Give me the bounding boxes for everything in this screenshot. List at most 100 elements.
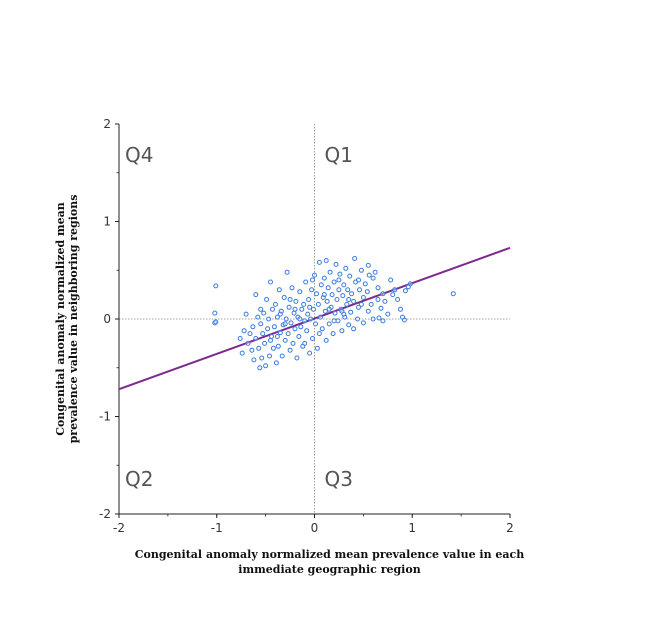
data-point xyxy=(277,311,283,317)
data-point xyxy=(364,289,370,295)
axes xyxy=(115,123,511,518)
quadrant-label-top-left: Q4 xyxy=(125,143,153,167)
data-point xyxy=(274,334,280,339)
x-axis-title: immediate geographic region xyxy=(238,563,420,576)
y-tick-label: -1 xyxy=(99,410,111,424)
data-point xyxy=(331,279,337,285)
y-tick-label: 0 xyxy=(103,312,111,326)
data-point xyxy=(334,297,340,302)
data-point xyxy=(264,297,270,302)
data-point xyxy=(268,279,273,285)
data-point xyxy=(368,301,374,307)
data-point xyxy=(347,273,353,279)
data-point xyxy=(314,345,320,351)
data-point xyxy=(327,269,333,275)
x-axis-title: Congenital anomaly normalized mean preva… xyxy=(135,548,524,561)
data-point xyxy=(317,314,323,320)
data-point xyxy=(398,306,403,312)
data-point xyxy=(323,258,329,263)
data-point xyxy=(370,316,376,322)
data-point xyxy=(262,340,268,346)
data-point xyxy=(290,340,296,346)
data-point xyxy=(312,272,317,278)
data-point xyxy=(243,311,249,317)
x-tick-label: 2 xyxy=(506,521,514,535)
data-point xyxy=(306,297,312,302)
data-point xyxy=(390,292,396,298)
data-points xyxy=(212,256,456,371)
trend-line-layer xyxy=(118,246,511,391)
data-point xyxy=(307,304,313,310)
data-point xyxy=(258,321,264,327)
data-point xyxy=(357,287,362,293)
data-point xyxy=(260,331,266,337)
data-point xyxy=(282,337,288,343)
data-point xyxy=(380,318,386,324)
data-point xyxy=(316,331,322,337)
data-point xyxy=(366,272,372,278)
data-point xyxy=(370,275,376,281)
data-point xyxy=(268,337,273,343)
data-point xyxy=(318,282,324,288)
data-point xyxy=(263,363,269,369)
data-point xyxy=(253,336,259,341)
data-point xyxy=(256,345,262,351)
data-point xyxy=(392,287,398,293)
data-point xyxy=(310,277,315,283)
data-point xyxy=(402,288,408,294)
data-point xyxy=(271,324,277,330)
data-point xyxy=(321,275,327,281)
data-point xyxy=(292,306,298,312)
data-point xyxy=(274,314,280,320)
data-point xyxy=(323,337,329,343)
data-point xyxy=(266,316,272,322)
data-point xyxy=(356,277,361,283)
data-point xyxy=(348,309,354,315)
data-point xyxy=(213,283,219,289)
data-point xyxy=(286,304,292,310)
data-point xyxy=(287,297,293,302)
data-point xyxy=(388,277,394,283)
x-tick-label: 0 xyxy=(311,521,319,535)
data-point xyxy=(298,324,304,330)
data-point xyxy=(304,328,310,334)
quadrant-label-bottom-right: Q3 xyxy=(325,467,353,491)
data-point xyxy=(270,345,276,351)
data-point xyxy=(276,287,282,293)
data-point xyxy=(296,334,302,339)
data-point xyxy=(351,326,357,332)
data-point xyxy=(325,285,331,291)
data-point xyxy=(322,308,328,314)
data-point xyxy=(332,310,338,316)
data-point xyxy=(267,353,272,359)
data-point xyxy=(297,316,303,322)
data-point xyxy=(284,269,290,275)
data-point xyxy=(288,320,294,326)
data-point xyxy=(314,291,319,297)
data-point xyxy=(405,284,411,290)
data-point xyxy=(382,298,388,304)
data-point xyxy=(311,306,316,312)
data-point xyxy=(294,355,300,361)
data-point xyxy=(289,285,295,291)
data-point xyxy=(212,310,218,316)
data-point xyxy=(275,343,281,349)
data-point xyxy=(346,322,352,328)
data-point xyxy=(346,297,352,302)
x-tick-label: 1 xyxy=(408,521,416,535)
data-point xyxy=(326,321,332,327)
data-point xyxy=(339,308,345,314)
data-point xyxy=(258,306,264,312)
data-point xyxy=(257,365,263,371)
data-point xyxy=(253,292,259,298)
tick-labels: -2 -1 0 1 2 2 1 0 -1 -2 xyxy=(99,117,514,535)
quadrant-label-top-right: Q1 xyxy=(325,143,353,167)
data-point xyxy=(273,360,279,366)
x-tick-label: -2 xyxy=(113,521,125,535)
data-point xyxy=(372,269,378,275)
data-point xyxy=(302,340,308,346)
trend-line xyxy=(118,246,511,391)
data-point xyxy=(250,324,256,330)
data-point xyxy=(450,291,456,297)
axis-titles: Congenital anomaly normalized mean preva… xyxy=(54,195,524,576)
